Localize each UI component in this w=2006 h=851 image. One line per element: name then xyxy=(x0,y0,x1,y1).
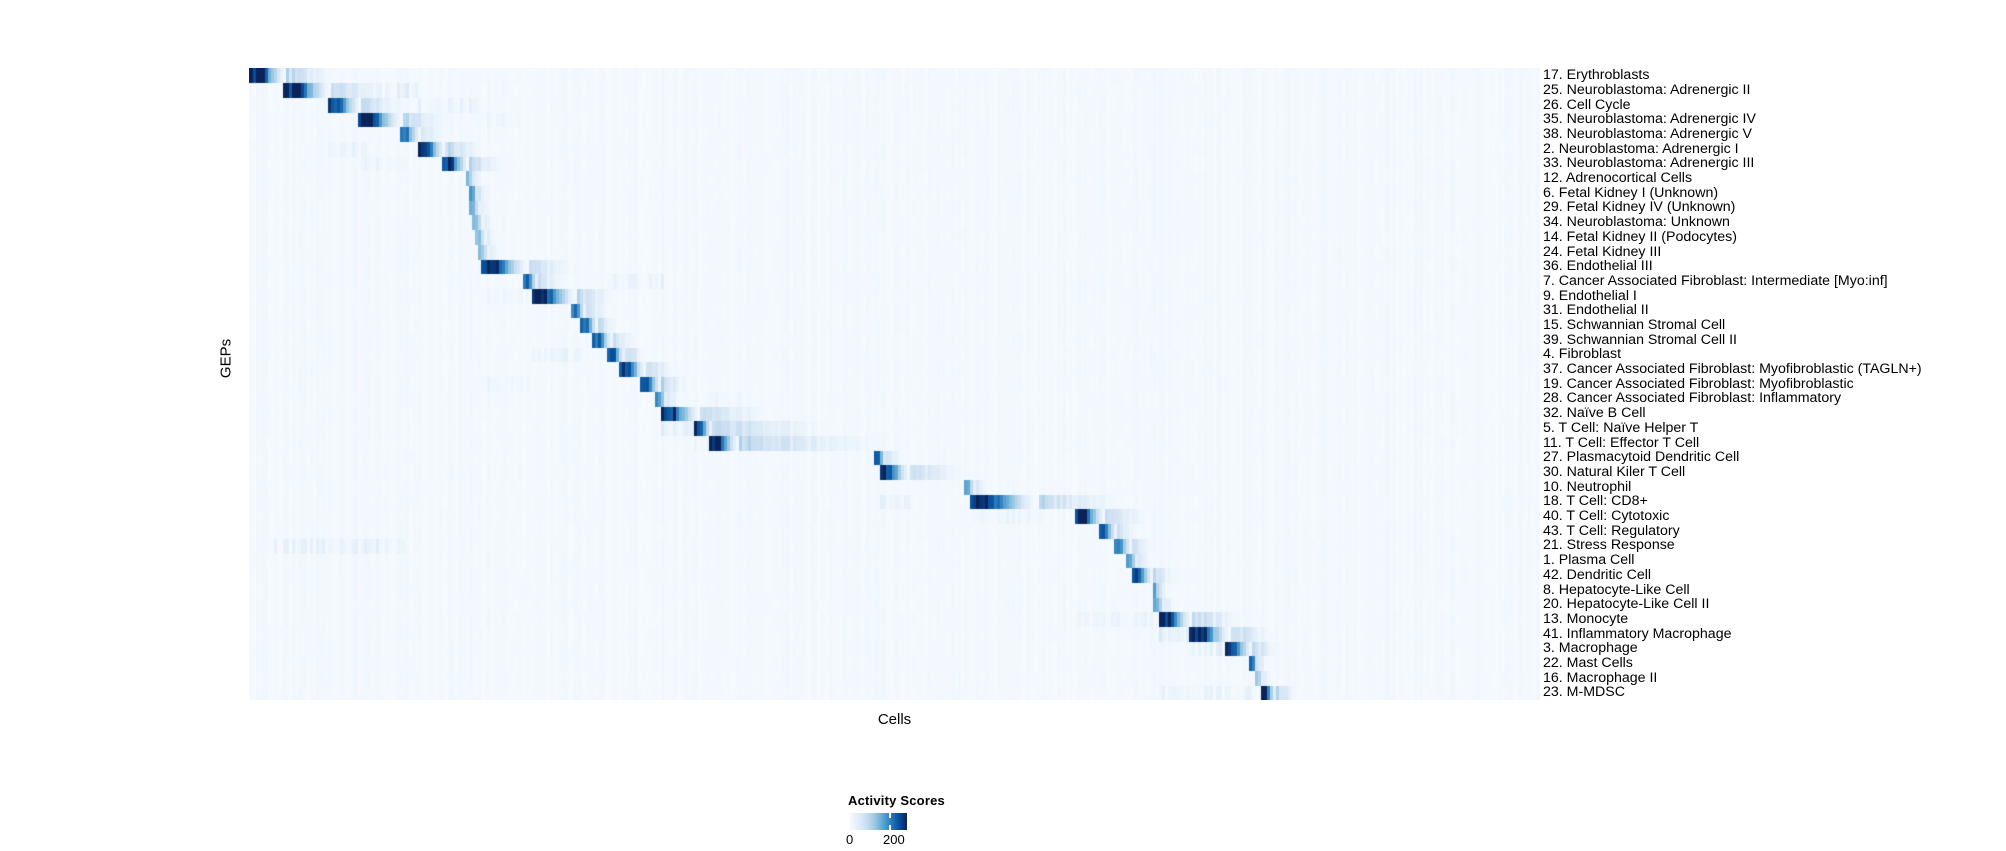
row-label: 17. Erythroblasts xyxy=(1543,67,1650,84)
row-label: 1. Plasma Cell xyxy=(1543,552,1635,569)
row-label: 39. Schwannian Stromal Cell II xyxy=(1543,331,1737,348)
row-label: 25. Neuroblastoma: Adrenergic II xyxy=(1543,81,1751,98)
row-label: 7. Cancer Associated Fibroblast: Interme… xyxy=(1543,272,1888,289)
row-label: 9. Endothelial I xyxy=(1543,287,1637,304)
row-label: 31. Endothelial II xyxy=(1543,302,1649,319)
row-label: 5. T Cell: Naïve Helper T xyxy=(1543,419,1699,436)
heatmap-plot-area xyxy=(249,68,1540,700)
row-label: 37. Cancer Associated Fibroblast: Myofib… xyxy=(1543,361,1922,378)
row-label: 24. Fetal Kidney III xyxy=(1543,243,1662,260)
row-label: 20. Hepatocyte-Like Cell II xyxy=(1543,596,1710,613)
row-label: 4. Fibroblast xyxy=(1543,346,1622,363)
row-label: 19. Cancer Associated Fibroblast: Myofib… xyxy=(1543,375,1854,392)
row-label: 29. Fetal Kidney IV (Unknown) xyxy=(1543,199,1736,216)
row-label: 2. Neuroblastoma: Adrenergic I xyxy=(1543,140,1739,157)
row-label: 28. Cancer Associated Fibroblast: Inflam… xyxy=(1543,390,1842,407)
row-label: 8. Hepatocyte-Like Cell xyxy=(1543,581,1690,598)
legend-title: Activity Scores xyxy=(848,793,945,808)
row-label: 36. Endothelial III xyxy=(1543,258,1653,275)
row-label: 23. M-MDSC xyxy=(1543,684,1625,701)
colorbar-tick-bottom xyxy=(889,825,891,830)
colorbar-tick-top xyxy=(889,813,891,818)
row-label: 41. Inflammatory Macrophage xyxy=(1543,625,1732,642)
row-label: 22. Mast Cells xyxy=(1543,655,1633,672)
row-label: 32. Naïve B Cell xyxy=(1543,405,1646,422)
row-label: 33. Neuroblastoma: Adrenergic III xyxy=(1543,155,1755,172)
row-label: 11. T Cell: Effector T Cell xyxy=(1543,434,1700,451)
colorbar-tick-labels: 0 200 xyxy=(846,832,958,848)
row-label: 16. Macrophage II xyxy=(1543,669,1658,686)
row-label-list: 17. Erythroblasts 25. Neuroblastoma: Adre… xyxy=(1543,68,2003,700)
row-label: 3. Macrophage xyxy=(1543,640,1638,657)
row-label: 6. Fetal Kidney I (Unknown) xyxy=(1543,184,1719,201)
x-axis-title: Cells xyxy=(877,711,912,728)
row-label: 30. Natural Kiler T Cell xyxy=(1543,463,1686,480)
row-label: 42. Dendritic Cell xyxy=(1543,566,1652,583)
row-label: 18. T Cell: CD8+ xyxy=(1543,493,1648,510)
colorbar-tick-min: 0 xyxy=(846,832,854,847)
colorbar-legend: Activity Scores 0 200 xyxy=(846,793,958,848)
colorbar-gradient xyxy=(848,813,907,830)
row-label: 10. Neutrophil xyxy=(1543,478,1632,495)
row-label: 38. Neuroblastoma: Adrenergic V xyxy=(1543,125,1752,142)
heatmap-canvas xyxy=(249,68,1540,700)
row-label: 35. Neuroblastoma: Adrenergic IV xyxy=(1543,111,1756,128)
row-label: 12. Adrenocortical Cells xyxy=(1543,170,1693,187)
row-label: 21. Stress Response xyxy=(1543,537,1675,554)
row-label: 34. Neuroblastoma: Unknown xyxy=(1543,214,1730,231)
row-label: 27. Plasmacytoid Dendritic Cell xyxy=(1543,449,1740,466)
row-label: 15. Schwannian Stromal Cell xyxy=(1543,317,1726,333)
row-label: 43. T Cell: Regulatory xyxy=(1543,522,1680,539)
row-label: 40. T Cell: Cytotoxic xyxy=(1543,508,1670,525)
colorbar-tick-max: 200 xyxy=(883,832,905,847)
y-axis-title: GEPs xyxy=(217,338,235,379)
row-label: 26. Cell Cycle xyxy=(1543,96,1631,113)
row-label: 14. Fetal Kidney II (Podocytes) xyxy=(1543,228,1737,245)
row-label: 13. Monocyte xyxy=(1543,610,1629,627)
